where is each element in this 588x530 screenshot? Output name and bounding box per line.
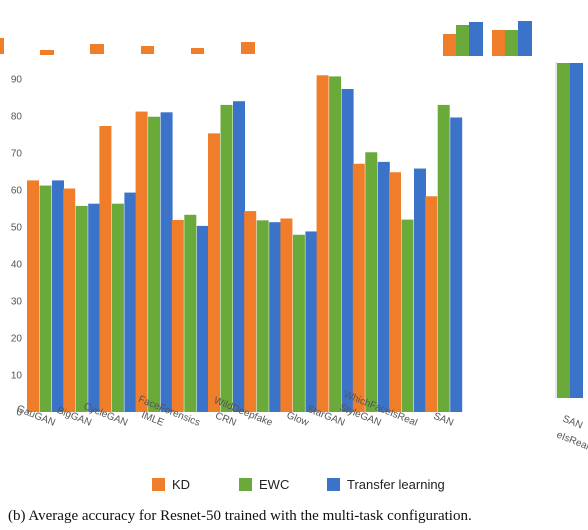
- y-tick-label: 0: [16, 408, 22, 419]
- bar: [450, 117, 463, 412]
- bar: [220, 104, 233, 413]
- x-tick-label: eIsReal: [555, 430, 588, 453]
- bar: [377, 161, 390, 412]
- legend-label: EWC: [259, 477, 289, 492]
- y-tick-label: 60: [11, 186, 23, 197]
- bar: [437, 104, 450, 413]
- bar: [352, 163, 365, 412]
- bar: [292, 234, 305, 412]
- y-tick-label: 30: [11, 297, 23, 308]
- cropped-bar: [518, 21, 532, 56]
- bar-group: [352, 152, 390, 412]
- bar: [280, 218, 293, 412]
- cropped-bar: [0, 38, 4, 54]
- bar: [341, 88, 354, 413]
- legend-swatch: [152, 478, 165, 491]
- bar-group: [280, 218, 318, 412]
- bar: [401, 219, 414, 412]
- cropped-bar: [443, 34, 457, 56]
- bar: [244, 211, 257, 412]
- y-tick-label: 40: [11, 260, 23, 271]
- bar: [196, 225, 209, 412]
- y-tick-label: 10: [11, 371, 23, 382]
- x-tick-label: SAN: [561, 414, 584, 432]
- bar: [99, 125, 112, 413]
- bar: [135, 111, 148, 412]
- cropped-bar: [570, 63, 583, 398]
- y-tick-label: 80: [11, 112, 23, 123]
- legend-swatch: [239, 478, 252, 491]
- bar-group: [425, 104, 463, 413]
- cropped-top-panel: [0, 21, 532, 56]
- cropped-bar: [241, 42, 255, 54]
- bar: [39, 185, 52, 412]
- cropped-bar: [492, 30, 506, 56]
- bar: [305, 231, 318, 412]
- bar: [414, 168, 426, 412]
- bar: [52, 180, 64, 412]
- bar: [208, 133, 220, 412]
- bar: [184, 214, 197, 412]
- cropped-bar: [90, 44, 104, 54]
- bar: [389, 172, 401, 412]
- bar-group: [27, 180, 64, 412]
- cropped-bar: [191, 48, 204, 54]
- bar: [269, 222, 282, 412]
- y-axis: 0 10 20 30 40 50 60 70 80 90: [11, 75, 23, 419]
- cropped-bar: [40, 50, 54, 55]
- y-tick-label: 50: [11, 223, 23, 234]
- bar: [316, 75, 329, 413]
- bar: [124, 192, 137, 412]
- y-tick-label: 20: [11, 334, 23, 345]
- bar-group: [244, 211, 282, 412]
- bar-group: [389, 168, 426, 412]
- bar: [27, 180, 39, 412]
- cropped-bar: [456, 25, 470, 56]
- bar: [329, 76, 342, 412]
- bar: [160, 112, 173, 413]
- bar: [148, 116, 161, 413]
- bar: [111, 203, 124, 412]
- bar: [365, 152, 378, 412]
- bar: [256, 220, 269, 412]
- figure-caption: (b) Average accuracy for Resnet-50 train…: [8, 508, 472, 524]
- bar: [88, 203, 101, 412]
- x-tick-label: SAN: [432, 411, 455, 429]
- bar-group: [316, 75, 354, 413]
- bar-group: [99, 125, 137, 413]
- bar: [171, 219, 184, 412]
- bar-group: [208, 101, 245, 413]
- bar: [233, 101, 245, 412]
- cropped-bar: [141, 46, 154, 54]
- bar: [425, 196, 438, 412]
- bar: [75, 205, 88, 412]
- legend-label: KD: [172, 477, 190, 492]
- cropped-bar: [469, 22, 483, 56]
- bar-group: [135, 111, 173, 413]
- bar-group: [171, 214, 209, 412]
- legend: KD EWC Transfer learning: [152, 477, 445, 492]
- bar: [63, 188, 76, 412]
- y-tick-label: 70: [11, 149, 23, 160]
- cropped-bar: [505, 30, 519, 56]
- legend-swatch: [327, 478, 340, 491]
- legend-label: Transfer learning: [347, 477, 445, 492]
- y-tick-label: 90: [11, 75, 23, 86]
- bar-plot: [27, 75, 463, 413]
- cropped-bar: [557, 63, 570, 398]
- bar-group: [63, 188, 101, 412]
